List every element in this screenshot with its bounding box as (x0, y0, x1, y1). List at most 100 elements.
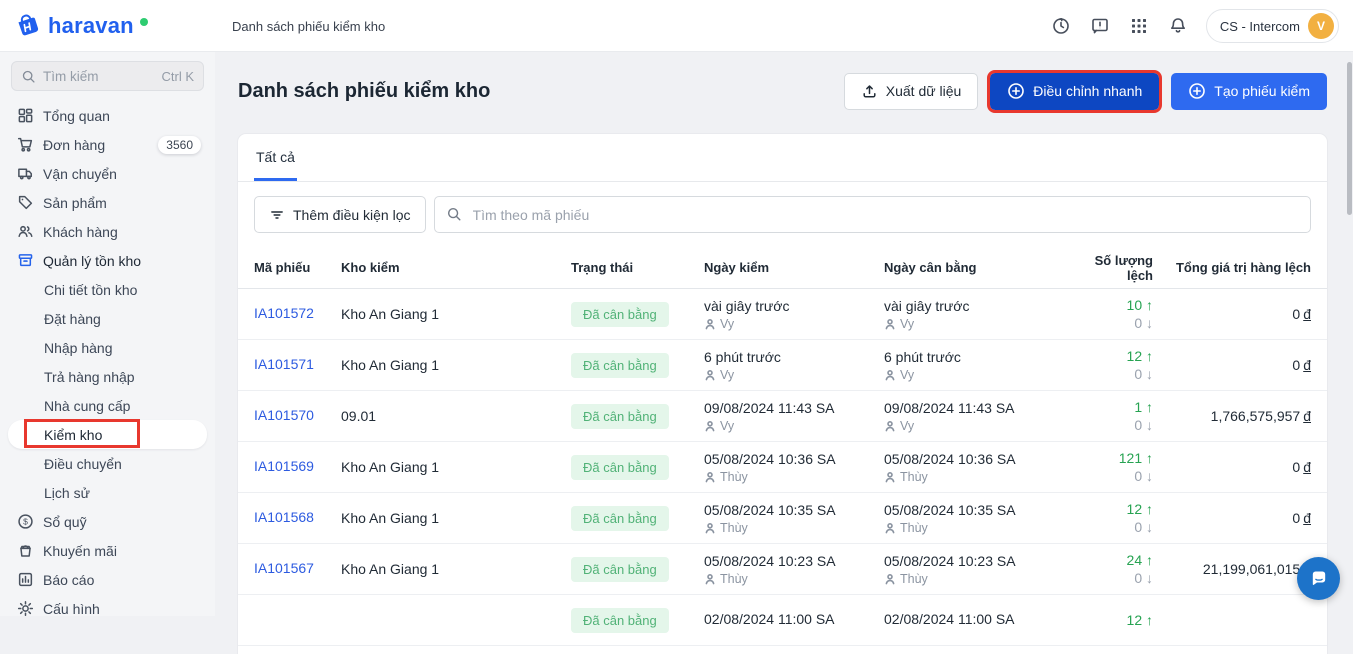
sidebar-item-label: Đơn hàng (43, 137, 105, 153)
add-filter-label: Thêm điều kiện lọc (293, 207, 411, 223)
sidebar-subitem-lich-su[interactable]: Lịch sử (0, 478, 215, 507)
sidebar-item-tong-quan[interactable]: Tổng quan (0, 101, 215, 130)
history-icon[interactable] (1050, 15, 1072, 37)
sidebar-subitem-dieu-chuyen[interactable]: Điều chuyển (0, 449, 215, 478)
person-icon (884, 522, 896, 534)
tab-all[interactable]: Tất cả (254, 149, 297, 181)
sidebar-item-bao-cao[interactable]: Báo cáo (0, 565, 215, 594)
gear-icon (17, 600, 34, 617)
sidebar-subitem-kiem-kho-active[interactable]: Kiểm kho (8, 420, 207, 449)
balance-date: 09/08/2024 11:43 SA (884, 400, 1071, 416)
balance-by: Thùy (900, 572, 928, 586)
status-badge: Đã cân bằng (571, 557, 669, 582)
create-voucher-button[interactable]: Tạo phiếu kiểm (1171, 73, 1327, 110)
tabs-bar: Tất cả (238, 134, 1327, 182)
sidebar-subitem-dat-hang[interactable]: Đặt hàng (0, 304, 215, 333)
haravan-logo[interactable]: haravan (12, 0, 148, 52)
check-by: Thùy (720, 521, 748, 535)
sidebar-item-label: Cấu hình (43, 601, 100, 617)
table-row[interactable]: Đã cân bằng 02/08/2024 11:00 SA 02/08/20… (238, 595, 1327, 646)
status-badge: Đã cân bằng (571, 608, 669, 633)
voucher-search-input[interactable] (434, 196, 1311, 233)
arrow-down-icon: ↓ (1146, 519, 1153, 535)
warehouse-cell: Kho An Giang 1 (341, 459, 571, 475)
warehouse-cell: Kho An Giang 1 (341, 306, 571, 322)
sidebar-item-khach-hang[interactable]: Khách hàng (0, 217, 215, 246)
customers-icon (17, 223, 34, 240)
page-title: Danh sách phiếu kiểm kho (238, 80, 490, 103)
subitem-label: Điều chuyển (44, 456, 122, 472)
status-badge: Đã cân bằng (571, 506, 669, 531)
voucher-code-link[interactable]: IA101570 (254, 407, 314, 423)
check-by: Vy (720, 419, 734, 433)
warehouse-cell: Kho An Giang 1 (341, 561, 571, 577)
sidebar-item-van-chuyen[interactable]: Vận chuyển (0, 159, 215, 188)
warehouse-cell: Kho An Giang 1 (341, 510, 571, 526)
filter-lines-icon (269, 207, 285, 223)
sidebar-search[interactable]: Ctrl K (11, 61, 204, 91)
sidebar-subitem-tra-hang-nhap[interactable]: Trả hàng nhập (0, 362, 215, 391)
table-row[interactable]: IA101567 Kho An Giang 1 Đã cân bằng 05/0… (238, 544, 1327, 595)
avatar: V (1308, 13, 1334, 39)
qty-up: 12 ↑ (1071, 611, 1153, 629)
arrow-up-icon: ↑ (1146, 297, 1153, 313)
sidebar-item-label: Vận chuyển (43, 166, 117, 182)
voucher-code-link[interactable]: IA101568 (254, 509, 314, 525)
sidebar-item-label: Sản phẩm (43, 195, 107, 211)
subitem-label: Lịch sử (44, 485, 90, 501)
voucher-code-link[interactable]: IA101572 (254, 305, 314, 321)
sidebar-subitem-chi-tiet-ton-kho[interactable]: Chi tiết tồn kho (0, 275, 215, 304)
export-data-button[interactable]: Xuất dữ liệu (844, 73, 979, 110)
notifications-bell-icon[interactable] (1167, 15, 1189, 37)
col-kho-kiem: Kho kiểm (341, 260, 571, 275)
voucher-code-link[interactable]: IA101569 (254, 458, 314, 474)
col-ngay-kiem: Ngày kiểm (704, 260, 884, 275)
col-so-luong-lech: Số lượng lệch (1071, 253, 1153, 283)
col-ma-phieu: Mã phiếu (254, 260, 341, 275)
account-menu[interactable]: CS - Intercom V (1206, 9, 1339, 43)
voucher-code-link[interactable]: IA101571 (254, 356, 314, 372)
quick-adjust-button[interactable]: Điều chỉnh nhanh (990, 73, 1159, 110)
sidebar-search-input[interactable] (43, 69, 155, 84)
sidebar-subitem-nhap-hang[interactable]: Nhập hàng (0, 333, 215, 362)
person-icon (884, 471, 896, 483)
sidebar-item-don-hang[interactable]: Đơn hàng 3560 (0, 130, 215, 159)
arrow-down-icon: ↓ (1146, 570, 1153, 586)
chat-widget-button[interactable] (1297, 557, 1340, 600)
col-trang-thai: Trạng thái (571, 260, 704, 275)
table-row[interactable]: IA101570 09.01 Đã cân bằng 09/08/2024 11… (238, 391, 1327, 442)
scrollbar-thumb[interactable] (1347, 62, 1352, 215)
warehouse-cell: Kho An Giang 1 (341, 357, 571, 373)
subitem-label: Trả hàng nhập (44, 369, 135, 385)
voucher-code-link[interactable]: IA101567 (254, 560, 314, 576)
chat-bubble-icon (1308, 568, 1330, 590)
sidebar-item-quan-ly-ton-kho[interactable]: Quản lý tồn kho (0, 246, 215, 275)
feedback-icon[interactable] (1089, 15, 1111, 37)
apps-grid-icon[interactable] (1128, 15, 1150, 37)
table-row[interactable]: IA101571 Kho An Giang 1 Đã cân bằng 6 ph… (238, 340, 1327, 391)
table-row[interactable]: IA101568 Kho An Giang 1 Đã cân bằng 05/0… (238, 493, 1327, 544)
add-filter-button[interactable]: Thêm điều kiện lọc (254, 196, 426, 233)
table-row[interactable]: IA101572 Kho An Giang 1 Đã cân bằng vài … (238, 289, 1327, 340)
arrow-up-icon: ↑ (1146, 348, 1153, 364)
sidebar-item-label: Khuyến mãi (43, 543, 117, 559)
create-button-label: Tạo phiếu kiểm (1214, 83, 1310, 99)
sidebar-subitem-nha-cung-cap[interactable]: Nhà cung cấp (0, 391, 215, 420)
sidebar-item-khuyen-mai[interactable]: Khuyến mãi (0, 536, 215, 565)
col-ngay-can-bang: Ngày cân bằng (884, 260, 1071, 275)
sidebar-item-san-pham[interactable]: Sản phẩm (0, 188, 215, 217)
person-icon (704, 318, 716, 330)
person-icon (704, 522, 716, 534)
sidebar-item-cau-hinh[interactable]: Cấu hình (0, 594, 215, 623)
subitem-label: Nhập hàng (44, 340, 113, 356)
check-date: 6 phút trước (704, 349, 884, 365)
sidebar-item-so-quy[interactable]: $ Sổ quỹ (0, 507, 215, 536)
dong-symbol: đ (1303, 306, 1311, 322)
balance-date: vài giây trước (884, 298, 1071, 314)
table-row[interactable]: IA101569 Kho An Giang 1 Đã cân bằng 05/0… (238, 442, 1327, 493)
status-badge: Đã cân bằng (571, 302, 669, 327)
person-icon (884, 369, 896, 381)
balance-date: 05/08/2024 10:35 SA (884, 502, 1071, 518)
